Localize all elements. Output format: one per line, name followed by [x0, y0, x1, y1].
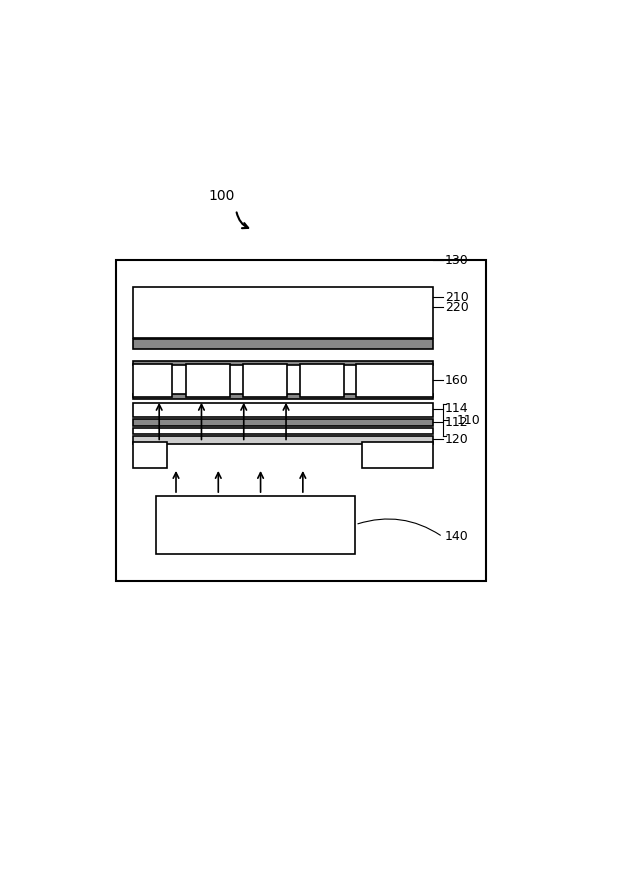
Bar	[116, 260, 486, 581]
Bar	[156, 497, 355, 554]
Bar	[243, 364, 288, 397]
Text: 140: 140	[445, 530, 469, 543]
Bar	[300, 364, 344, 397]
Bar	[185, 364, 230, 397]
Bar	[133, 420, 433, 427]
Bar	[133, 339, 433, 350]
Text: 112: 112	[445, 415, 469, 428]
Bar	[133, 427, 433, 434]
Bar	[356, 364, 433, 397]
Bar	[133, 364, 172, 397]
Bar	[133, 442, 167, 468]
Text: 210: 210	[445, 291, 469, 304]
Bar	[133, 362, 433, 365]
Bar	[133, 435, 433, 444]
Text: 114: 114	[445, 402, 469, 415]
Bar	[133, 394, 433, 399]
Bar	[133, 287, 433, 338]
Bar	[133, 403, 433, 417]
Text: 100: 100	[208, 189, 235, 203]
Text: 220: 220	[445, 301, 469, 314]
Text: 110: 110	[457, 413, 481, 427]
Text: 130: 130	[445, 254, 469, 267]
Text: 160: 160	[445, 374, 469, 387]
Bar	[363, 442, 433, 468]
Text: 120: 120	[445, 433, 469, 446]
